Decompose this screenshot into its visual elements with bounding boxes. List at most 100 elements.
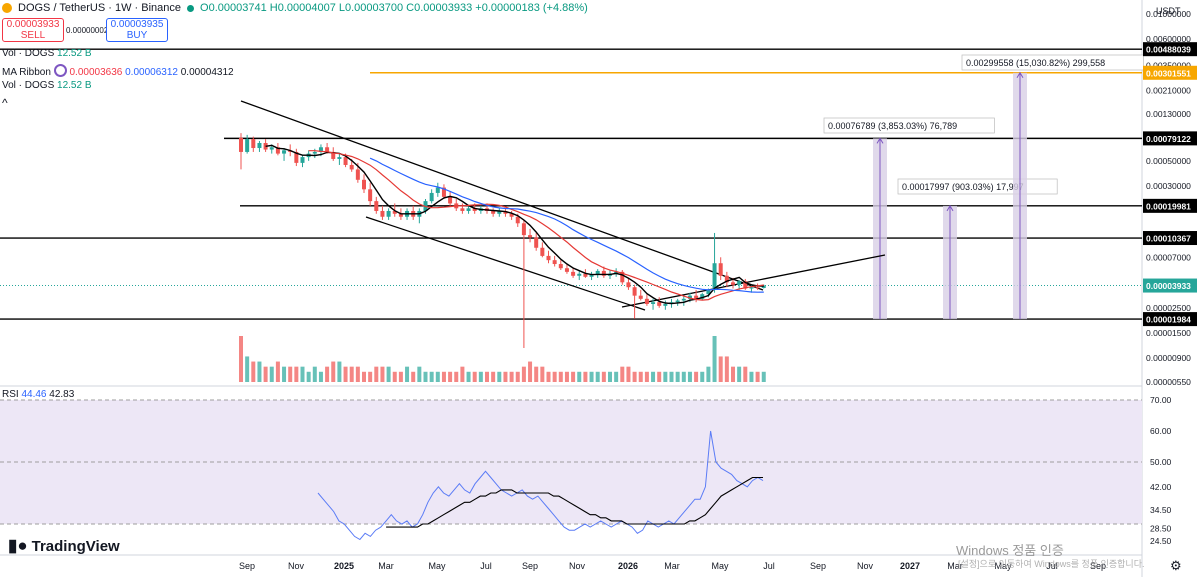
level-price-tag-4[interactable]: [1143, 231, 1197, 246]
candle-body-48: [534, 237, 539, 248]
candle-body-10: [300, 157, 305, 163]
volume-bar-8: [288, 366, 293, 382]
volume-bar-60: [608, 371, 612, 382]
level-price-tag-2[interactable]: [1143, 131, 1197, 146]
volume-bar-14: [325, 366, 330, 382]
candle-body-83: [749, 287, 754, 289]
sell-button[interactable]: 0.00003933 SELL: [2, 18, 64, 42]
volume-bar-6: [275, 361, 280, 382]
rsi-tick-0: 70.00: [1150, 395, 1172, 405]
volume-indicator-legend[interactable]: Vol · DOGS 12.52 B: [2, 48, 92, 59]
trendlines[interactable]: [240, 100, 886, 311]
tradingview-logo-icon: ▮●: [8, 536, 28, 555]
volume-bar-37: [466, 371, 471, 382]
ma-ribbon-legend[interactable]: MA Ribbon 0.00003636 0.00006312 0.000043…: [2, 64, 234, 78]
candle-body-42: [497, 210, 502, 214]
time-tick-1: Nov: [288, 561, 305, 571]
time-tick-4: May: [428, 561, 446, 571]
volume-bar-85: [761, 371, 766, 382]
volume-bar-42: [497, 371, 502, 382]
ma-line-12: [308, 150, 764, 301]
level-price-tag-5[interactable]: [1143, 312, 1197, 327]
currency-selector[interactable]: USDT: [1156, 6, 1181, 16]
current-price-text: 0.00003933: [1146, 281, 1191, 291]
volume-bar-56: [583, 371, 588, 382]
sell-price: 0.00003933: [6, 19, 60, 30]
volume-bar-23: [380, 366, 385, 382]
volume-bar-32: [435, 371, 440, 382]
settings-gear-icon[interactable]: ⚙: [1170, 558, 1182, 573]
volume-bar-52: [558, 371, 563, 382]
time-axis[interactable]: Sep Nov 2025 Mar May Jul Sep Nov 2026 Mar May Jul Se…: [239, 561, 1106, 571]
current-price-tag[interactable]: [1143, 278, 1197, 293]
candle-body-84: [755, 287, 760, 289]
volume-bar-67: [651, 371, 656, 382]
trendline-0[interactable]: [240, 100, 764, 291]
volume-bar-33: [441, 371, 446, 382]
candle-body-56: [583, 273, 588, 277]
volume-bar-76: [706, 366, 711, 382]
volume-bar-10: [300, 366, 305, 382]
target-label-box-1: [823, 117, 995, 134]
trendline-2[interactable]: [621, 254, 886, 308]
volume-bar-12: [312, 366, 317, 382]
buy-button[interactable]: 0.00003935 BUY: [106, 18, 168, 42]
volume-bar-64: [632, 371, 637, 382]
ma-value-2: 0.00006312: [125, 67, 178, 78]
candle-body-33: [441, 187, 446, 197]
level-price-tag-1[interactable]: [1143, 65, 1197, 80]
candle-body-55: [577, 273, 582, 276]
ma-settings-icon[interactable]: [53, 64, 67, 77]
candle-body-64: [632, 287, 637, 296]
level-price-tag-3[interactable]: [1143, 198, 1197, 213]
time-tick-0: Sep: [239, 561, 255, 571]
level-price-text-3: 0.00019981: [1146, 201, 1191, 211]
level-price-text-2: 0.00079122: [1146, 134, 1191, 144]
price-tick-9: 0.00001500: [1146, 328, 1191, 338]
candle-body-47: [528, 235, 533, 238]
volume-bar-65: [638, 371, 643, 382]
candle-body-71: [675, 300, 680, 303]
volume-bar-17: [343, 366, 348, 382]
brand-name: TradingView: [31, 537, 120, 555]
time-tick-7: Nov: [569, 561, 586, 571]
volume-bar-36: [460, 366, 465, 382]
symbol-title[interactable]: DOGS / TetherUS · 1W · Binance: [18, 2, 182, 14]
vol-value: 12.52 B: [57, 48, 92, 59]
windows-activation-watermark: Windows 정품 인증: [956, 543, 1064, 558]
trendline-1[interactable]: [365, 216, 646, 311]
buy-price: 0.00003935: [110, 19, 164, 30]
volume-bar-55: [577, 371, 582, 382]
target-label-0: 0.00017997 (903.03%) 17,997: [902, 182, 1024, 192]
candle-body-41: [491, 210, 496, 214]
candle-body-23: [380, 210, 385, 217]
volume-bar-80: [731, 366, 735, 382]
candle-body-38: [472, 208, 477, 211]
price-tick-8: 0.00002500: [1146, 303, 1191, 313]
price-tick-1: 0.00600000: [1146, 34, 1191, 44]
target-projections[interactable]: 0.00017997 (903.03%) 17,997 0.00076789 (3…: [823, 54, 1144, 320]
time-tick-15: Mar: [947, 561, 963, 571]
time-tick-13: Nov: [857, 561, 874, 571]
price-axis[interactable]: 0.01000000 0.00600000 0.00350000 0.00210000…: [1143, 9, 1197, 546]
candle-body-76: [706, 289, 711, 295]
collapse-legend-icon[interactable]: ^: [2, 96, 8, 110]
rsi-tick-5: 28.50: [1150, 524, 1172, 534]
volume-bar-75: [700, 371, 705, 382]
candle-body-75: [700, 294, 705, 299]
candle-body-36: [460, 208, 465, 211]
rsi-legend[interactable]: RSI 44.46 42.83: [2, 389, 74, 400]
candle-body-44: [509, 213, 514, 217]
volume-indicator-legend-2[interactable]: Vol · DOGS 12.52 B: [2, 80, 92, 91]
candle-body-63: [626, 282, 631, 288]
level-price-tag-0[interactable]: [1143, 42, 1197, 57]
price-tick-0: 0.01000000: [1146, 9, 1191, 19]
volume-bar-59: [601, 371, 606, 382]
candle-body-31: [429, 192, 434, 202]
candle-body-12: [312, 151, 317, 154]
rsi-value: 44.46: [21, 389, 47, 400]
ma-line-22: [369, 157, 764, 293]
rsi-label: RSI: [2, 389, 19, 400]
volume-bar-79: [724, 356, 729, 382]
